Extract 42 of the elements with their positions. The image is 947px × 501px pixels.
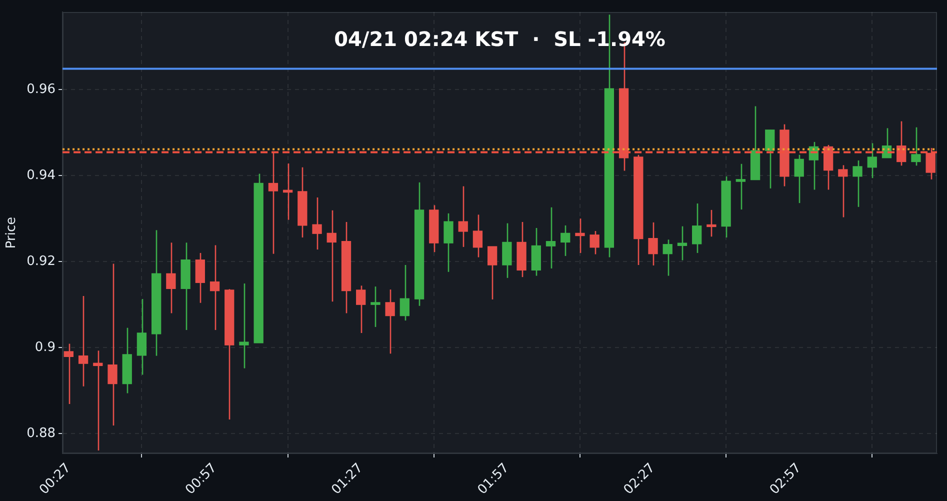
candlestick bbox=[911, 126, 921, 166]
candlestick bbox=[590, 230, 600, 255]
candlestick bbox=[838, 164, 848, 218]
y-tick-label: 0.92 bbox=[26, 254, 56, 269]
candlestick bbox=[736, 163, 746, 210]
candlestick bbox=[575, 218, 585, 254]
candlestick bbox=[356, 285, 366, 334]
candlestick bbox=[765, 129, 775, 190]
candlestick bbox=[560, 224, 570, 257]
candlestick bbox=[487, 246, 498, 300]
candlestick bbox=[64, 343, 74, 405]
candlestick bbox=[677, 226, 688, 261]
y-tick-label: 0.96 bbox=[26, 82, 56, 97]
candlestick bbox=[370, 286, 380, 328]
candlestick bbox=[166, 242, 176, 314]
y-axis-title: Price bbox=[4, 216, 20, 249]
candlestick bbox=[108, 263, 118, 426]
candlestick bbox=[867, 142, 877, 179]
candlestick bbox=[444, 212, 454, 273]
candlestick bbox=[648, 222, 658, 266]
y-tick-label: 0.9 bbox=[34, 340, 56, 355]
candlestick bbox=[385, 288, 395, 354]
candlestick bbox=[546, 206, 556, 270]
candlestick bbox=[852, 160, 862, 208]
y-tick-label: 0.94 bbox=[26, 168, 56, 183]
candlestick bbox=[210, 244, 220, 331]
candlestick bbox=[458, 186, 468, 248]
candlestick bbox=[312, 196, 322, 250]
candlestick bbox=[195, 252, 205, 304]
candlestick bbox=[706, 209, 716, 238]
candlestick bbox=[692, 202, 702, 254]
candlestick bbox=[400, 264, 410, 322]
candlestick bbox=[502, 222, 512, 279]
candlestick bbox=[239, 282, 249, 369]
candlestick bbox=[472, 214, 483, 258]
candlestick bbox=[136, 298, 147, 376]
candlestick bbox=[794, 154, 804, 204]
y-tick-label: 0.88 bbox=[26, 426, 56, 442]
candlestick bbox=[326, 210, 336, 302]
candlestick bbox=[93, 350, 103, 452]
candlestick bbox=[78, 295, 88, 388]
candlestick bbox=[662, 238, 672, 276]
